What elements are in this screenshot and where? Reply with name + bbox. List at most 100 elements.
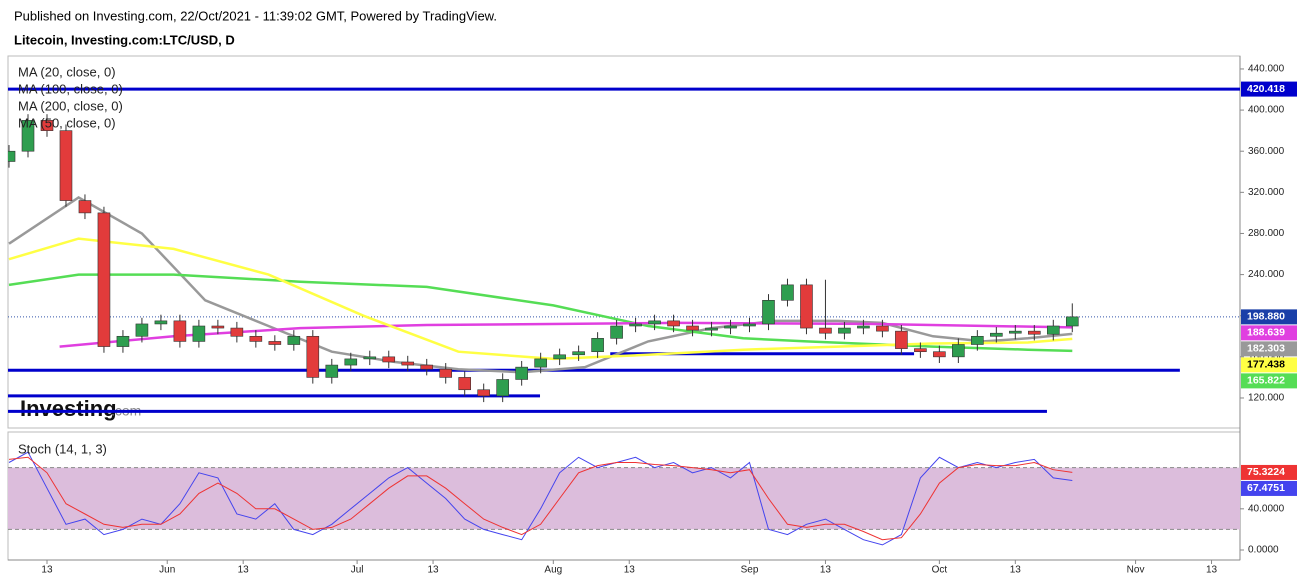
line-series — [8, 456, 1073, 541]
candle-body — [857, 325, 870, 329]
level-label-box — [1241, 81, 1297, 97]
y-tick-label: 160.000 — [1248, 351, 1285, 362]
candle-body — [458, 377, 471, 391]
candle-body — [401, 361, 415, 366]
x-tick-label: 13 — [427, 565, 439, 576]
candle-body — [667, 320, 680, 327]
candle-body — [990, 332, 1003, 337]
plot — [8, 87, 1240, 413]
candle-body — [762, 299, 775, 325]
candle-body — [477, 389, 490, 397]
y-tick-label: 120.000 — [1248, 393, 1285, 404]
x-tick-label: Sep — [741, 565, 759, 576]
x-tick-label: Jun — [159, 565, 175, 576]
candle-body — [268, 341, 282, 345]
current-price-label: 198.880 — [1247, 311, 1285, 323]
legend-entry: Stoch (14, 1, 3) — [18, 441, 107, 456]
y-tick-label: 280.000 — [1248, 228, 1285, 239]
candle-body — [496, 379, 509, 397]
ma-price-label: 165.822 — [1247, 375, 1285, 387]
stoch-value-label: 75.3224 — [1247, 466, 1285, 478]
candle-body — [135, 323, 149, 337]
candle-body — [344, 358, 358, 366]
y-tick-label: 360.000 — [1248, 146, 1285, 157]
candle-body — [686, 325, 699, 331]
candle-body — [933, 351, 946, 358]
legend-entry: MA (50, close, 0) — [18, 115, 116, 130]
stoch-value-label-box — [1241, 464, 1297, 480]
candle-body — [363, 356, 377, 360]
candle-body — [211, 325, 225, 329]
ma-price-label-box — [1241, 373, 1297, 389]
published-note: Published on Investing.com, 22/Oct/2021 … — [14, 8, 497, 23]
candle-body — [154, 320, 168, 325]
candle-body — [1028, 330, 1041, 335]
ma-price-label-box — [1241, 325, 1297, 341]
ma-price-label: 177.438 — [1247, 359, 1285, 371]
candle-body — [914, 348, 927, 353]
x-tick-label: Jul — [351, 565, 364, 576]
ma-price-label-box — [1241, 357, 1297, 373]
candle-body — [952, 344, 965, 358]
candle-body — [705, 327, 718, 331]
legend-entry: MA (100, close, 0) — [18, 81, 123, 96]
candle-body — [971, 335, 984, 345]
line-series — [8, 273, 1073, 353]
ma-price-label: 188.639 — [1247, 327, 1285, 339]
stoch-band — [8, 467, 1240, 530]
candle-body — [876, 325, 889, 332]
y-tick-label: 440.000 — [1248, 64, 1285, 75]
price-panel — [7, 55, 1241, 429]
candle-body — [648, 320, 661, 325]
candle-body — [781, 284, 794, 301]
candle-body — [439, 368, 453, 378]
candle-body — [306, 335, 320, 378]
legend-entry: MA (200, close, 0) — [18, 98, 123, 113]
candle-body — [21, 120, 35, 152]
x-tick-label: Nov — [1127, 565, 1145, 576]
candle-body — [724, 325, 737, 329]
ma-price-label-box — [1241, 341, 1297, 357]
line-series — [8, 196, 1073, 374]
candle-body — [78, 200, 92, 214]
candle-body — [534, 358, 547, 368]
candle-body — [591, 338, 604, 353]
plot — [8, 451, 1240, 546]
current-price-label-box — [1241, 309, 1297, 325]
x-tick-label: 13 — [238, 565, 250, 576]
candle-body — [895, 330, 908, 349]
x-tick-label: 13 — [1206, 565, 1218, 576]
y-tick-label: 400.000 — [1248, 105, 1285, 116]
candle-body — [249, 335, 263, 342]
y-tick-label: 40.0000 — [1248, 503, 1285, 514]
x-tick-label: 13 — [41, 565, 53, 576]
level-label: 420.418 — [1247, 83, 1285, 95]
x-tick-label: 13 — [624, 565, 636, 576]
candle-body — [515, 366, 528, 380]
candle-body — [420, 364, 434, 370]
candle-body — [173, 320, 187, 342]
candle-body — [192, 325, 206, 342]
candle-body — [116, 335, 130, 347]
ma-price-label: 182.303 — [1247, 343, 1285, 355]
candle-body — [800, 284, 813, 329]
candle-body — [1065, 316, 1079, 327]
y-tick-label: 0.0000 — [1248, 545, 1279, 556]
candle-body — [1009, 330, 1022, 334]
stoch-value-label: 67.4751 — [1247, 482, 1285, 494]
candle-body — [325, 364, 339, 378]
candle-body — [838, 327, 851, 334]
candle-body — [382, 356, 396, 363]
candle-body — [97, 212, 111, 347]
y-tick-label: 320.000 — [1248, 187, 1285, 198]
candle-body — [230, 327, 244, 337]
y-tick-label: 240.000 — [1248, 269, 1285, 280]
candle-body — [8, 150, 16, 162]
candle-body — [629, 323, 642, 327]
legend-entry: MA (20, close, 0) — [18, 64, 116, 79]
candle-body — [1046, 325, 1060, 335]
candle-body — [40, 120, 54, 131]
x-tick-label: 13 — [820, 565, 832, 576]
x-tick-label: Oct — [932, 565, 948, 576]
